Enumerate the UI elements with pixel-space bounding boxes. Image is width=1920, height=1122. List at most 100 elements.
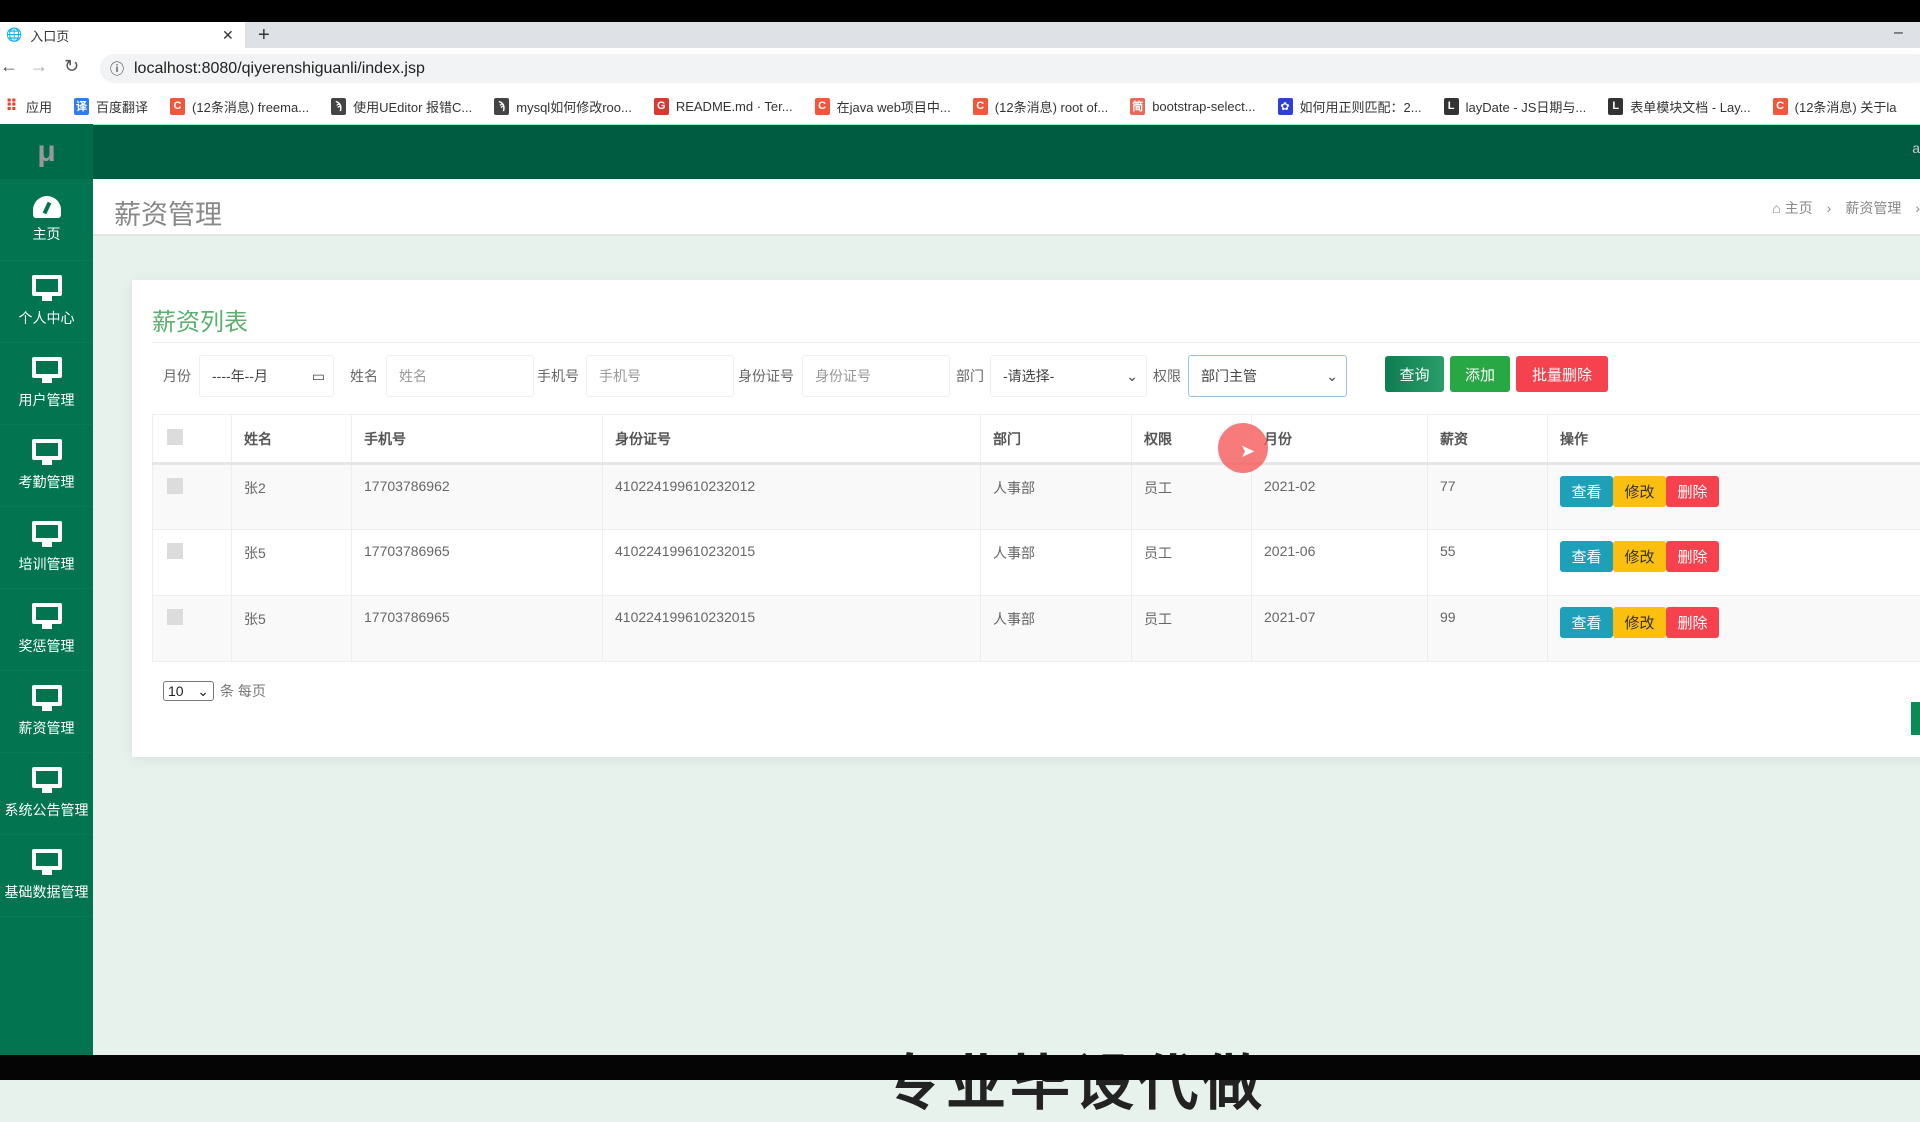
sidebar-item-label: 个人中心 (19, 308, 75, 328)
minimize-button[interactable]: – (1894, 24, 1903, 42)
cell-role: 员工 (1132, 596, 1252, 662)
bookmark-favicon-icon: ϡ (494, 98, 509, 115)
forward-icon[interactable]: → (30, 56, 48, 77)
sidebar-item[interactable]: 基础数据管理 (0, 835, 93, 917)
monitor-icon (32, 767, 62, 794)
screen-top-bar (0, 0, 1920, 22)
select-all-checkbox[interactable] (153, 415, 232, 464)
batch-delete-button[interactable]: 批量删除 (1516, 356, 1608, 392)
pagination: 10⌄ 条 每页 (163, 681, 266, 701)
bookmark-favicon-icon: ϡ (331, 98, 346, 115)
sidebar-item[interactable]: 主页 (0, 179, 93, 261)
bookmark-item[interactable]: C(12条消息) root of... (973, 97, 1108, 116)
bookmark-favicon-icon: G (654, 98, 669, 115)
browser-tab[interactable]: 🌐 入口页 ✕ (0, 22, 245, 48)
cell-role: 员工 (1132, 530, 1252, 596)
monitor-icon (32, 685, 62, 712)
month-label: 月份 (163, 366, 191, 386)
row-checkbox[interactable] (153, 596, 232, 662)
column-header[interactable]: 手机号 (352, 415, 603, 464)
search-button[interactable]: 查询 (1385, 356, 1444, 392)
sidebar-item[interactable]: 培训管理 (0, 507, 93, 589)
sidebar-item[interactable]: 个人中心 (0, 261, 93, 343)
add-button[interactable]: 添加 (1450, 356, 1510, 392)
row-actions: 查看修改删除 (1548, 530, 1920, 596)
header-user[interactable]: a (1912, 140, 1920, 156)
dept-select[interactable]: -请选择-⌄ (990, 355, 1147, 397)
cell-salary: 55 (1428, 530, 1548, 596)
breadcrumb-home[interactable]: ⌂ 主页 (1772, 198, 1812, 218)
cursor-highlight: ➤ (1218, 423, 1268, 473)
cursor-icon: ➤ (1240, 441, 1255, 462)
bookmark-item[interactable]: C(12条消息) 关于la (1773, 97, 1897, 116)
column-header[interactable]: 薪资 (1428, 415, 1548, 464)
view-button[interactable]: 查看 (1560, 541, 1613, 572)
role-label: 权限 (1153, 366, 1181, 386)
delete-button[interactable]: 删除 (1666, 541, 1719, 572)
cell-month: 2021-07 (1252, 596, 1428, 662)
new-tab-button[interactable]: + (258, 22, 270, 48)
cell-role: 员工 (1132, 464, 1252, 530)
calendar-icon[interactable]: ▭ (312, 368, 325, 385)
row-actions: 查看修改删除 (1548, 596, 1920, 662)
delete-button[interactable]: 删除 (1666, 476, 1719, 507)
sidebar-item-label: 用户管理 (19, 390, 75, 410)
bookmark-item[interactable]: ⠿应用 (4, 97, 52, 116)
breadcrumb-current[interactable]: 薪资管理 (1845, 198, 1901, 218)
month-input[interactable]: ----年--月 ▭ (199, 355, 334, 397)
row-checkbox[interactable] (153, 530, 232, 596)
bookmark-item[interactable]: 译百度翻译 (74, 97, 148, 116)
pagination-button[interactable] (1911, 702, 1920, 735)
delete-button[interactable]: 删除 (1666, 607, 1719, 638)
url-input[interactable]: ⓘ localhost:8080/qiyerenshiguanli/index.… (100, 54, 1920, 83)
sidebar-item[interactable]: 考勤管理 (0, 425, 93, 507)
close-tab-icon[interactable]: ✕ (222, 27, 234, 44)
view-button[interactable]: 查看 (1560, 476, 1613, 507)
back-icon[interactable]: ← (0, 56, 18, 77)
column-header[interactable]: 姓名 (232, 415, 352, 464)
monitor-icon (32, 275, 62, 302)
view-button[interactable]: 查看 (1560, 607, 1613, 638)
edit-button[interactable]: 修改 (1613, 476, 1666, 507)
column-header[interactable]: 月份 (1252, 415, 1428, 464)
sidebar-item[interactable]: 薪资管理 (0, 671, 93, 753)
name-label: 姓名 (350, 366, 378, 386)
info-icon: ⓘ (110, 59, 124, 79)
column-header[interactable]: 身份证号 (603, 415, 981, 464)
edit-button[interactable]: 修改 (1613, 541, 1666, 572)
bookmark-favicon-icon: C (1773, 98, 1788, 115)
cell-dept: 人事部 (981, 596, 1132, 662)
cell-id: 410224199610232015 (603, 596, 981, 662)
app-logo[interactable]: μ (0, 124, 93, 179)
edit-button[interactable]: 修改 (1613, 607, 1666, 638)
id-input[interactable]: 身份证号 (802, 355, 950, 397)
sidebar-item-label: 系统公告管理 (5, 800, 89, 820)
sidebar-item[interactable]: 用户管理 (0, 343, 93, 425)
address-bar-row: ← → ↻ ⓘ localhost:8080/qiyerenshiguanli/… (0, 48, 1920, 88)
sidebar-item[interactable]: 系统公告管理 (0, 753, 93, 835)
row-checkbox[interactable] (153, 464, 232, 530)
page-size-select[interactable]: 10⌄ (163, 681, 214, 701)
bookmark-favicon-icon: ✿ (1278, 98, 1293, 115)
sidebar-item[interactable]: 奖惩管理 (0, 589, 93, 671)
column-header[interactable]: 部门 (981, 415, 1132, 464)
cell-name: 张2 (232, 464, 352, 530)
bookmark-item[interactable]: C(12条消息) freema... (170, 97, 309, 116)
cell-month: 2021-06 (1252, 530, 1428, 596)
bookmark-item[interactable]: ✿如何用正则匹配：2... (1278, 97, 1422, 116)
cell-dept: 人事部 (981, 464, 1132, 530)
phone-input[interactable]: 手机号 (586, 355, 734, 397)
role-select[interactable]: 部门主管⌄ (1188, 355, 1347, 397)
globe-icon: 🌐 (6, 27, 22, 43)
reload-icon[interactable]: ↻ (64, 56, 79, 77)
name-input[interactable]: 姓名 (386, 355, 534, 397)
